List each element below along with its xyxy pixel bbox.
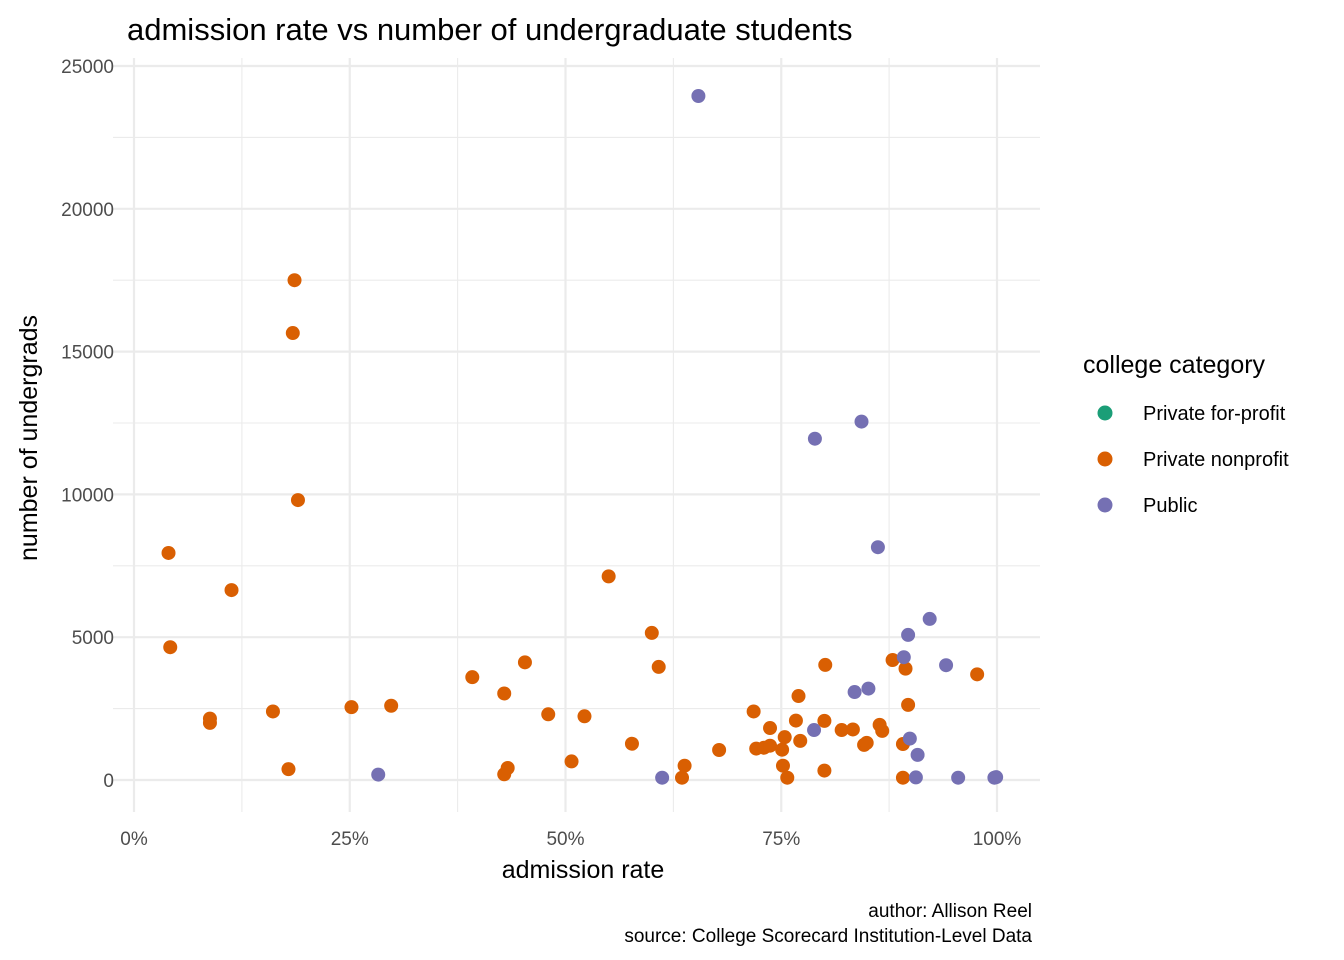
data-point bbox=[901, 697, 916, 712]
data-point bbox=[465, 670, 480, 685]
y-axis-ticks: 0 5000 10000 15000 20000 25000 bbox=[61, 57, 114, 792]
data-point bbox=[970, 667, 985, 682]
data-point bbox=[675, 770, 690, 785]
legend-label: Private for-profit bbox=[1143, 403, 1286, 425]
data-point bbox=[287, 273, 302, 288]
data-point bbox=[834, 723, 849, 738]
chart-title: admission rate vs number of undergraduat… bbox=[127, 12, 852, 47]
data-point bbox=[265, 704, 280, 719]
data-point bbox=[384, 698, 399, 713]
y-tick-label: 5000 bbox=[72, 628, 114, 649]
data-point bbox=[624, 736, 639, 751]
legend-key bbox=[1097, 405, 1113, 421]
data-point bbox=[817, 763, 832, 778]
data-point bbox=[895, 770, 910, 785]
data-points bbox=[161, 88, 1004, 785]
legend-title: college category bbox=[1083, 351, 1266, 379]
y-tick-label: 25000 bbox=[61, 57, 114, 78]
data-point bbox=[818, 657, 833, 672]
data-point bbox=[775, 758, 790, 773]
legend: college category Private for-profit Priva… bbox=[1083, 351, 1289, 517]
data-point bbox=[788, 713, 803, 728]
data-point bbox=[285, 326, 300, 341]
y-tick-label: 10000 bbox=[61, 485, 114, 506]
data-point bbox=[746, 704, 761, 719]
y-tick-label: 20000 bbox=[61, 200, 114, 221]
grid-lines bbox=[113, 58, 1040, 812]
data-point bbox=[780, 770, 795, 785]
data-point bbox=[791, 689, 806, 704]
data-point bbox=[939, 658, 954, 673]
data-point bbox=[763, 738, 778, 753]
data-point bbox=[885, 653, 900, 668]
caption-source: source: College Scorecard Institution-Le… bbox=[624, 926, 1032, 947]
data-point bbox=[344, 700, 359, 715]
x-tick-label: 75% bbox=[762, 829, 800, 850]
data-point bbox=[712, 743, 727, 758]
data-point bbox=[898, 661, 913, 676]
legend-label: Private nonprofit bbox=[1143, 449, 1289, 471]
data-point bbox=[281, 762, 296, 777]
data-point bbox=[807, 431, 822, 446]
data-point bbox=[500, 761, 515, 776]
legend-label: Public bbox=[1143, 495, 1197, 517]
data-point bbox=[854, 414, 869, 429]
data-point bbox=[161, 545, 176, 560]
data-point bbox=[847, 685, 862, 700]
data-point bbox=[775, 742, 790, 757]
legend-key bbox=[1097, 497, 1113, 513]
data-point bbox=[655, 770, 670, 785]
data-point bbox=[224, 583, 239, 598]
data-point bbox=[951, 770, 966, 785]
data-point bbox=[908, 770, 923, 785]
data-point bbox=[793, 733, 808, 748]
data-point bbox=[870, 540, 885, 555]
data-point bbox=[564, 754, 579, 769]
x-tick-label: 50% bbox=[546, 829, 584, 850]
x-axis-title: admission rate bbox=[502, 856, 665, 884]
data-point bbox=[677, 758, 692, 773]
data-point bbox=[202, 715, 217, 730]
data-point bbox=[922, 611, 937, 626]
data-point bbox=[644, 625, 659, 640]
x-axis-ticks: 0% 25% 50% 75% 100% bbox=[120, 829, 1021, 850]
caption-author: author: Allison Reel bbox=[868, 901, 1032, 922]
x-tick-label: 100% bbox=[973, 829, 1022, 850]
data-point bbox=[541, 707, 556, 722]
data-point bbox=[777, 730, 792, 745]
data-point bbox=[517, 655, 532, 670]
data-point bbox=[163, 640, 178, 655]
data-point bbox=[691, 88, 706, 103]
data-point bbox=[989, 770, 1004, 785]
x-tick-label: 0% bbox=[120, 829, 148, 850]
data-point bbox=[497, 686, 512, 701]
y-tick-label: 15000 bbox=[61, 343, 114, 364]
data-point bbox=[845, 722, 860, 737]
data-point bbox=[601, 569, 616, 584]
data-point bbox=[910, 747, 925, 762]
data-point bbox=[290, 493, 305, 508]
data-point bbox=[902, 731, 917, 746]
data-point bbox=[859, 735, 874, 750]
data-point bbox=[896, 650, 911, 665]
data-point bbox=[875, 723, 890, 738]
y-tick-label: 0 bbox=[103, 771, 114, 792]
data-point bbox=[817, 713, 832, 728]
data-point bbox=[651, 659, 666, 674]
legend-key bbox=[1097, 451, 1113, 467]
data-point bbox=[763, 721, 778, 736]
data-point bbox=[577, 709, 592, 724]
data-point bbox=[371, 767, 386, 782]
data-point bbox=[901, 627, 916, 642]
x-tick-label: 25% bbox=[331, 829, 369, 850]
data-point bbox=[807, 723, 822, 738]
data-point bbox=[861, 681, 876, 696]
y-axis-title: number of undergrads bbox=[15, 315, 43, 561]
